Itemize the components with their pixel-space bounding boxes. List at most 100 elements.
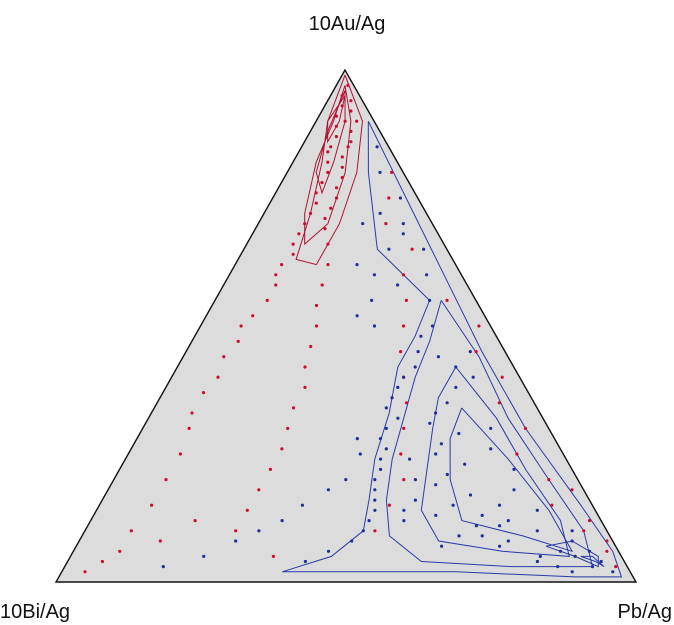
data-point (523, 426, 528, 430)
data-point (599, 559, 603, 564)
data-point (378, 170, 382, 174)
vertex-label-top: 10Au/Ag (309, 13, 386, 35)
data-point (150, 503, 154, 507)
data-point (334, 114, 338, 118)
contour-line (580, 555, 605, 568)
data-point (320, 283, 324, 287)
data-point (428, 298, 432, 302)
data-point (372, 324, 377, 328)
data-point (83, 570, 87, 574)
data-point (234, 529, 238, 533)
data-point (286, 426, 290, 430)
data-point (436, 355, 440, 359)
data-point (550, 503, 554, 507)
data-point (291, 406, 296, 410)
data-point (340, 155, 344, 159)
data-point (413, 365, 417, 369)
data-point (373, 488, 377, 492)
data-point (193, 519, 197, 523)
data-point (349, 140, 353, 144)
data-point (271, 554, 275, 559)
data-point (373, 508, 377, 512)
data-point (384, 406, 388, 410)
plot-area (54, 68, 638, 583)
data-point (387, 247, 391, 251)
data-point (605, 549, 609, 553)
data-point (430, 324, 435, 328)
data-point (280, 447, 284, 451)
data-point (334, 135, 338, 139)
data-point (570, 539, 574, 543)
data-point (349, 99, 353, 103)
data-point (100, 559, 104, 564)
data-point (329, 206, 333, 210)
data-point (587, 519, 592, 523)
data-point (274, 283, 278, 287)
data-point (480, 513, 484, 518)
point-layer (83, 83, 618, 574)
data-point (346, 145, 350, 149)
contour-line (420, 366, 570, 557)
data-point (245, 508, 249, 512)
data-point (334, 196, 339, 200)
data-point (404, 298, 408, 302)
data-point (558, 549, 563, 553)
data-point (582, 529, 586, 533)
data-point (497, 401, 501, 405)
data-point (410, 247, 414, 251)
data-point (451, 503, 455, 507)
data-point (190, 411, 194, 415)
data-point (202, 554, 206, 559)
data-point (535, 559, 540, 564)
data-point (300, 503, 304, 507)
data-point (402, 508, 406, 512)
data-point (396, 385, 400, 389)
data-point (164, 478, 168, 482)
data-point (605, 539, 609, 543)
data-point (384, 222, 388, 226)
data-point (611, 570, 615, 574)
data-point (118, 549, 122, 553)
data-point (178, 452, 182, 456)
data-point (350, 539, 354, 543)
data-point (308, 211, 313, 215)
data-point (402, 426, 406, 430)
data-point (454, 385, 458, 389)
data-point (334, 186, 339, 190)
data-point (222, 355, 226, 359)
data-point (314, 191, 318, 195)
data-point (434, 483, 438, 487)
data-point (500, 375, 504, 379)
data-point (570, 488, 574, 492)
data-point (445, 298, 449, 302)
data-point (440, 544, 444, 548)
data-point (425, 273, 429, 277)
data-point (445, 472, 449, 477)
data-point (355, 437, 359, 441)
data-point (378, 437, 383, 441)
data-point (573, 554, 577, 559)
data-point (445, 401, 449, 405)
data-point (379, 467, 383, 471)
data-point (373, 529, 377, 533)
data-point (387, 503, 391, 507)
data-point (401, 222, 405, 226)
data-point (570, 529, 574, 533)
data-point (291, 242, 295, 246)
data-point (428, 421, 432, 425)
data-point (399, 452, 403, 456)
data-point (358, 452, 362, 456)
data-point (326, 170, 330, 174)
data-point (129, 529, 133, 533)
data-point (187, 426, 191, 430)
data-point (419, 334, 423, 338)
data-point (257, 529, 261, 533)
data-point (538, 554, 542, 559)
data-point (614, 565, 618, 569)
data-point (236, 339, 240, 343)
data-point (547, 478, 551, 482)
data-point (344, 478, 348, 482)
data-point (480, 534, 484, 538)
ternary-triangle (54, 68, 638, 583)
